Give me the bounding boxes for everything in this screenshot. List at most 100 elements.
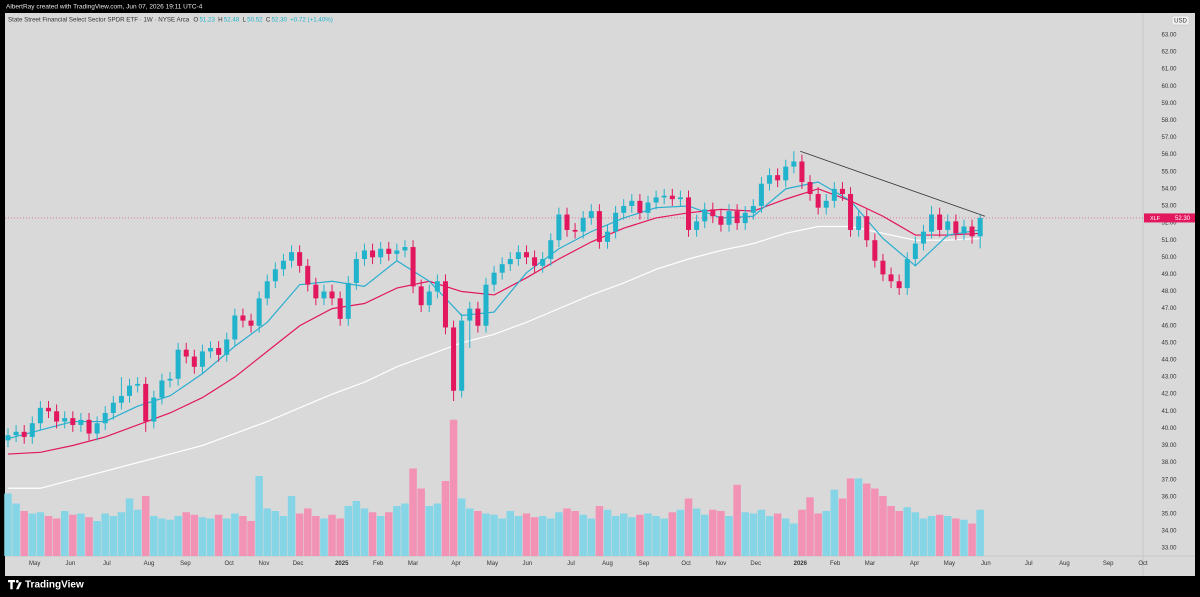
candle-body — [596, 211, 602, 242]
candle-body — [807, 182, 813, 194]
y-tick-label: 62.00 — [1161, 50, 1177, 56]
candle-body — [848, 193, 854, 230]
legend-value: 52.48 — [224, 17, 240, 24]
volume-bar — [976, 509, 984, 556]
candle-body — [912, 243, 918, 260]
candle-body — [394, 250, 400, 254]
volume-bar — [93, 521, 101, 556]
candle-body — [523, 252, 529, 258]
candle-body — [297, 252, 303, 266]
candle-body — [621, 205, 627, 213]
candle-body — [5, 435, 11, 441]
volume-bar — [376, 516, 385, 556]
volume-bar — [109, 516, 118, 556]
x-tick-label: Mar — [408, 561, 418, 567]
volume-bar — [352, 501, 361, 556]
legend-letter: L — [242, 17, 246, 24]
volume-bar — [466, 508, 474, 556]
candle-body — [637, 200, 643, 213]
volume-bar — [628, 517, 636, 556]
candle-body — [467, 308, 473, 321]
candle-body — [256, 298, 262, 326]
volume-bar — [60, 511, 69, 556]
y-tick-label: 50.00 — [1161, 255, 1177, 261]
candle-body — [880, 260, 886, 275]
legend-letter: O — [193, 17, 198, 24]
candle-body — [556, 214, 562, 241]
candle-body — [70, 418, 76, 425]
candle-body — [564, 214, 570, 230]
volume-bar — [514, 516, 523, 556]
candle-body — [451, 327, 457, 391]
volume-bar — [312, 516, 320, 556]
volume-bar — [773, 513, 782, 556]
candle-body — [864, 216, 870, 241]
x-tick-label: Jul — [103, 561, 111, 567]
candle-body — [224, 339, 230, 355]
candle-body — [232, 315, 238, 340]
volume-bar — [587, 518, 596, 556]
candle-body — [102, 412, 108, 424]
x-tick-label: Aug — [602, 561, 613, 567]
y-tick-label: 58.00 — [1161, 118, 1177, 124]
candle-body — [135, 383, 141, 386]
candle-body — [580, 217, 586, 232]
candle-body — [378, 248, 384, 258]
candle-body — [937, 214, 943, 230]
legend-letter: H — [218, 17, 222, 24]
volume-bar — [538, 516, 547, 556]
moving-average — [8, 225, 981, 489]
candle-body — [831, 188, 837, 201]
y-tick-label: 59.00 — [1161, 101, 1177, 107]
candle-body — [426, 291, 432, 306]
candle-body — [540, 259, 546, 266]
volume-bar — [952, 518, 960, 556]
volume-bar — [879, 496, 887, 556]
candle-body — [321, 291, 327, 299]
volume-bar — [579, 514, 587, 556]
brand-logo — [7, 580, 22, 590]
volume-bar — [547, 518, 555, 556]
y-tick-label: 38.00 — [1161, 460, 1177, 466]
candle-body — [459, 320, 465, 391]
x-tick-label: Dec — [293, 561, 304, 567]
currency-box — [1171, 15, 1190, 26]
volume-bar — [757, 509, 766, 556]
candle-body — [872, 240, 878, 261]
y-tick-label: 54.00 — [1161, 186, 1177, 192]
candle-body — [961, 226, 967, 234]
x-tick-label: Jun — [522, 561, 532, 567]
volume-bar — [279, 516, 288, 556]
volume-bar — [28, 513, 37, 556]
candle-body — [896, 281, 902, 289]
volume-bar — [563, 508, 571, 556]
candle-body — [734, 211, 740, 224]
volume-bar — [409, 468, 417, 556]
volume-bar — [150, 516, 158, 556]
volume-bar — [887, 506, 895, 556]
x-tick-label: Aug — [1059, 561, 1070, 567]
y-tick-label: 53.00 — [1161, 204, 1177, 210]
volume-bar — [619, 513, 628, 556]
volume-bar — [968, 523, 976, 556]
candle-body — [337, 298, 343, 319]
candle-body — [305, 265, 311, 285]
moving-average — [7, 181, 981, 440]
candle-body — [767, 175, 773, 184]
y-tick-label: 33.00 — [1161, 546, 1177, 552]
volume-bar — [133, 509, 142, 556]
legend-value: 52.30 — [271, 17, 287, 24]
y-tick-label: 35.00 — [1161, 512, 1177, 518]
volume-bar — [781, 518, 790, 556]
candle-body — [726, 211, 732, 225]
candle-body — [815, 193, 821, 208]
volume-bar — [320, 518, 328, 556]
legend-change: +0.72 (+1.40%) — [290, 17, 333, 24]
y-tick-label: 52.00 — [1161, 221, 1177, 227]
candle-body — [483, 284, 489, 326]
x-tick-label: Sep — [1103, 561, 1114, 567]
y-tick-label: 43.00 — [1161, 375, 1177, 381]
last-price-symbol: XLF — [1150, 216, 1161, 222]
x-tick-label: Apr — [910, 561, 919, 567]
legend: State Street Financial Select Sector SPD… — [8, 17, 333, 24]
